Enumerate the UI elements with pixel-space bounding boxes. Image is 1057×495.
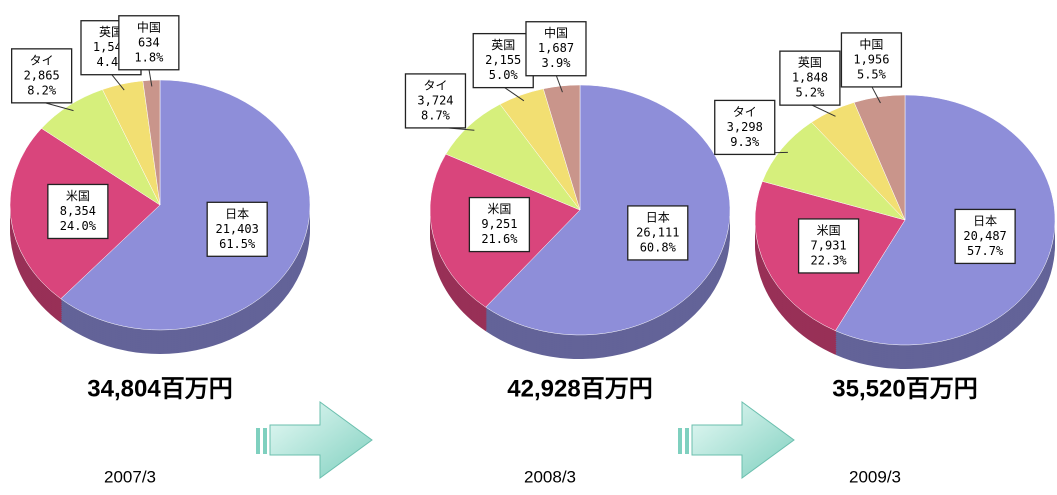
leader-line	[555, 74, 563, 93]
label-value: 3,298	[727, 120, 763, 134]
label-value: 634	[138, 35, 160, 49]
label-name: 米国	[817, 223, 841, 237]
label-value: 1,956	[853, 52, 889, 66]
label-name: 中国	[137, 19, 161, 34]
label-value: 26,111	[636, 225, 679, 239]
label-name: 英国	[491, 38, 515, 52]
label-percent: 21.6%	[481, 232, 518, 246]
label-box	[118, 15, 180, 71]
slice	[762, 121, 906, 221]
leader-line	[502, 86, 525, 102]
label-percent: 22.3%	[811, 253, 848, 267]
year: 2008/3	[524, 467, 576, 486]
label-name: 日本	[646, 210, 670, 224]
label-name: 英国	[798, 56, 822, 70]
label-box	[525, 21, 587, 77]
label-box	[627, 205, 689, 261]
leader-line	[870, 85, 881, 104]
label-percent: 5.2%	[795, 86, 825, 100]
label-name: タイ	[423, 78, 447, 92]
label-value: 8,354	[60, 204, 96, 218]
total: 34,804百万円	[87, 375, 232, 402]
slice	[835, 94, 1056, 346]
label-percent: 9.3%	[730, 135, 760, 149]
label-percent: 5.0%	[489, 68, 519, 82]
label-name: 日本	[973, 214, 997, 228]
label-value: 7,931	[811, 238, 847, 252]
label-box	[797, 218, 860, 274]
label-box	[779, 50, 841, 106]
label-percent: 24.0%	[60, 219, 97, 233]
label-value: 3,724	[417, 93, 453, 107]
year: 2007/3	[104, 467, 156, 486]
slice	[60, 79, 311, 331]
label-percent: 1.8%	[134, 50, 164, 64]
label-name: 米国	[66, 189, 90, 203]
leader-line	[148, 68, 153, 87]
label-value: 21,403	[215, 222, 258, 236]
slice	[142, 79, 161, 206]
label-box	[47, 183, 109, 240]
slice	[485, 84, 731, 336]
label-value: 1,687	[538, 41, 574, 55]
label-name: 英国	[99, 25, 123, 39]
label-name: タイ	[733, 105, 757, 119]
label-percent: 8.2%	[27, 83, 57, 97]
label-box	[206, 201, 268, 257]
label-name: 中国	[859, 36, 883, 51]
label-value: 20,487	[963, 229, 1006, 243]
label-percent: 57.7%	[967, 244, 1004, 258]
label-value: 2,155	[485, 53, 521, 67]
arrow	[256, 401, 373, 479]
total: 42,928百万円	[507, 375, 652, 402]
label-name: 日本	[225, 207, 249, 221]
label-percent: 3.9%	[542, 56, 572, 70]
label-name: 中国	[544, 25, 568, 40]
label-box	[10, 48, 73, 104]
label-box	[468, 196, 531, 253]
label-box	[472, 32, 534, 89]
label-name: 米国	[487, 202, 511, 216]
label-value: 1,848	[792, 71, 828, 85]
label-percent: 8.7%	[421, 108, 451, 122]
leader-line	[110, 73, 125, 91]
label-box	[954, 208, 1016, 265]
total: 35,520百万円	[832, 375, 977, 402]
label-box	[714, 99, 776, 156]
label-name: タイ	[30, 53, 54, 67]
label-percent: 61.5%	[219, 237, 256, 251]
label-value: 9,251	[481, 217, 517, 231]
arrow	[678, 401, 795, 479]
slice	[543, 84, 581, 211]
label-value: 2,865	[24, 68, 60, 82]
slice	[445, 103, 581, 211]
leader-line	[809, 103, 836, 117]
label-percent: 60.8%	[640, 240, 677, 254]
label-box	[404, 73, 467, 129]
label-box	[840, 32, 903, 88]
slice	[853, 94, 906, 221]
year: 2009/3	[849, 467, 901, 486]
label-percent: 5.5%	[857, 67, 887, 81]
